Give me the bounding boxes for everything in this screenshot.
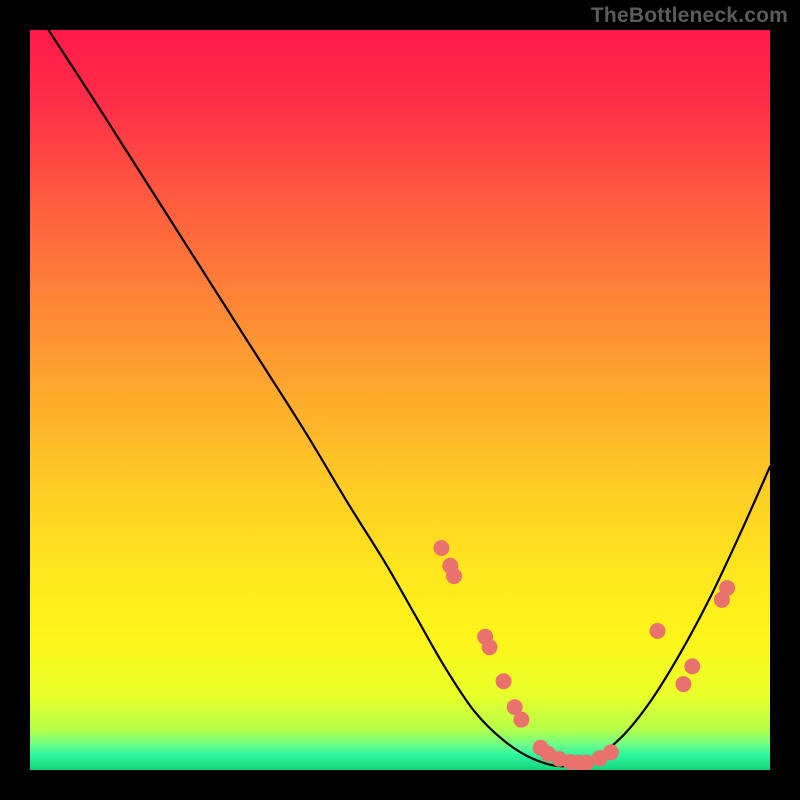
- watermark-text: TheBottleneck.com: [591, 4, 788, 28]
- data-marker: [603, 744, 619, 760]
- chart-svg: [0, 0, 800, 800]
- data-marker: [513, 712, 529, 728]
- data-marker: [496, 673, 512, 689]
- data-marker: [433, 540, 449, 556]
- plot-background: [30, 30, 770, 770]
- bottleneck-chart: TheBottleneck.com: [0, 0, 800, 800]
- data-marker: [446, 568, 462, 584]
- data-marker: [482, 639, 498, 655]
- data-marker: [675, 676, 691, 692]
- data-marker: [719, 580, 735, 596]
- data-marker: [684, 658, 700, 674]
- data-marker: [650, 623, 666, 639]
